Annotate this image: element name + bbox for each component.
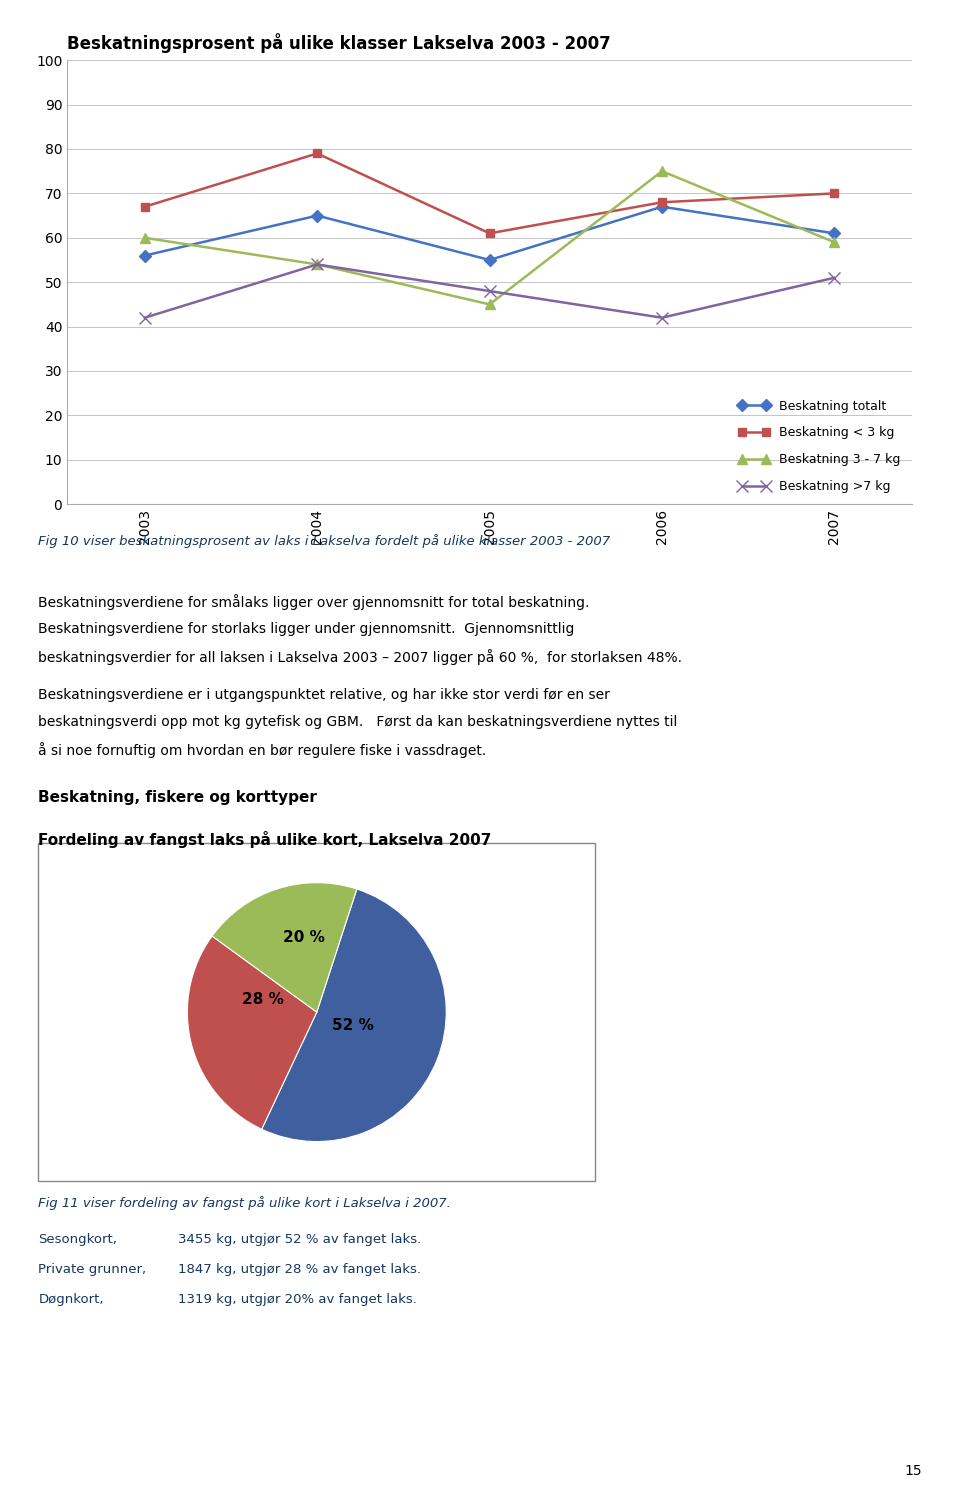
Beskatning 3 - 7 kg <box>484 295 495 313</box>
Beskatning totalt <box>139 247 151 265</box>
Beskatning 3 - 7 kg <box>139 229 151 247</box>
Beskatning totalt <box>311 206 323 224</box>
Text: å si noe fornuftig om hvordan en bør regulere fiske i vassdraget.: å si noe fornuftig om hvordan en bør reg… <box>38 742 487 759</box>
Beskatning < 3 kg <box>657 193 668 211</box>
Text: Beskatningsverdiene er i utgangspunktet relative, og har ikke stor verdi før en : Beskatningsverdiene er i utgangspunktet … <box>38 688 611 701</box>
Text: 28 %: 28 % <box>242 992 283 1007</box>
Text: 1319 kg, utgjør 20% av fanget laks.: 1319 kg, utgjør 20% av fanget laks. <box>178 1293 417 1306</box>
Beskatning 3 - 7 kg <box>311 256 323 274</box>
Line: Beskatning < 3 kg: Beskatning < 3 kg <box>140 149 839 238</box>
Beskatning >7 kg <box>484 281 495 299</box>
Wedge shape <box>212 883 357 1011</box>
Wedge shape <box>262 889 446 1141</box>
Text: Beskatningsverdiene for smålaks ligger over gjennomsnitt for total beskatning.: Beskatningsverdiene for smålaks ligger o… <box>38 594 589 611</box>
Text: 3455 kg, utgjør 52 % av fanget laks.: 3455 kg, utgjør 52 % av fanget laks. <box>178 1233 420 1246</box>
Beskatning >7 kg <box>657 309 668 327</box>
Text: 15: 15 <box>904 1464 922 1478</box>
Text: beskatningsverdi opp mot kg gytefisk og GBM.   Først da kan beskatningsverdiene : beskatningsverdi opp mot kg gytefisk og … <box>38 715 678 728</box>
Text: Fordeling av fangst laks på ulike kort, Lakselva 2007: Fordeling av fangst laks på ulike kort, … <box>38 831 492 847</box>
Line: Beskatning >7 kg: Beskatning >7 kg <box>139 259 840 324</box>
Text: Beskatningsprosent på ulike klasser Lakselva 2003 - 2007: Beskatningsprosent på ulike klasser Laks… <box>67 33 611 53</box>
Text: 1847 kg, utgjør 28 % av fanget laks.: 1847 kg, utgjør 28 % av fanget laks. <box>178 1263 420 1276</box>
Beskatning totalt <box>657 197 668 215</box>
Beskatning < 3 kg <box>311 144 323 163</box>
Line: Beskatning 3 - 7 kg: Beskatning 3 - 7 kg <box>140 167 839 309</box>
Text: 52 %: 52 % <box>332 1017 374 1032</box>
Beskatning < 3 kg <box>828 184 840 202</box>
Beskatning totalt <box>484 251 495 269</box>
Wedge shape <box>187 936 317 1129</box>
Line: Beskatning totalt: Beskatning totalt <box>140 203 839 265</box>
Text: Fig 11 viser fordeling av fangst på ulike kort i Lakselva i 2007.: Fig 11 viser fordeling av fangst på ulik… <box>38 1196 451 1210</box>
Beskatning >7 kg <box>828 269 840 287</box>
Text: 20 %: 20 % <box>283 930 324 945</box>
Beskatning >7 kg <box>139 309 151 327</box>
Text: Private grunner,: Private grunner, <box>38 1263 147 1276</box>
Text: beskatningsverdier for all laksen i Lakselva 2003 – 2007 ligger på 60 %,  for st: beskatningsverdier for all laksen i Laks… <box>38 649 683 665</box>
Beskatning 3 - 7 kg <box>657 163 668 181</box>
Beskatning < 3 kg <box>484 224 495 242</box>
Text: Fig 10 viser beskatningsprosent av laks i Lakselva fordelt på ulike klasser 2003: Fig 10 viser beskatningsprosent av laks … <box>38 534 611 548</box>
Legend: Beskatning totalt, Beskatning < 3 kg, Beskatning 3 - 7 kg, Beskatning >7 kg: Beskatning totalt, Beskatning < 3 kg, Be… <box>733 394 905 498</box>
Beskatning >7 kg <box>311 256 323 274</box>
Text: Sesongkort,: Sesongkort, <box>38 1233 117 1246</box>
Beskatning totalt <box>828 224 840 242</box>
Beskatning 3 - 7 kg <box>828 233 840 251</box>
Text: Døgnkort,: Døgnkort, <box>38 1293 104 1306</box>
Text: Beskatningsverdiene for storlaks ligger under gjennomsnitt.  Gjennomsnittlig: Beskatningsverdiene for storlaks ligger … <box>38 622 575 635</box>
Text: Beskatning, fiskere og korttyper: Beskatning, fiskere og korttyper <box>38 790 317 805</box>
Beskatning < 3 kg <box>139 197 151 215</box>
